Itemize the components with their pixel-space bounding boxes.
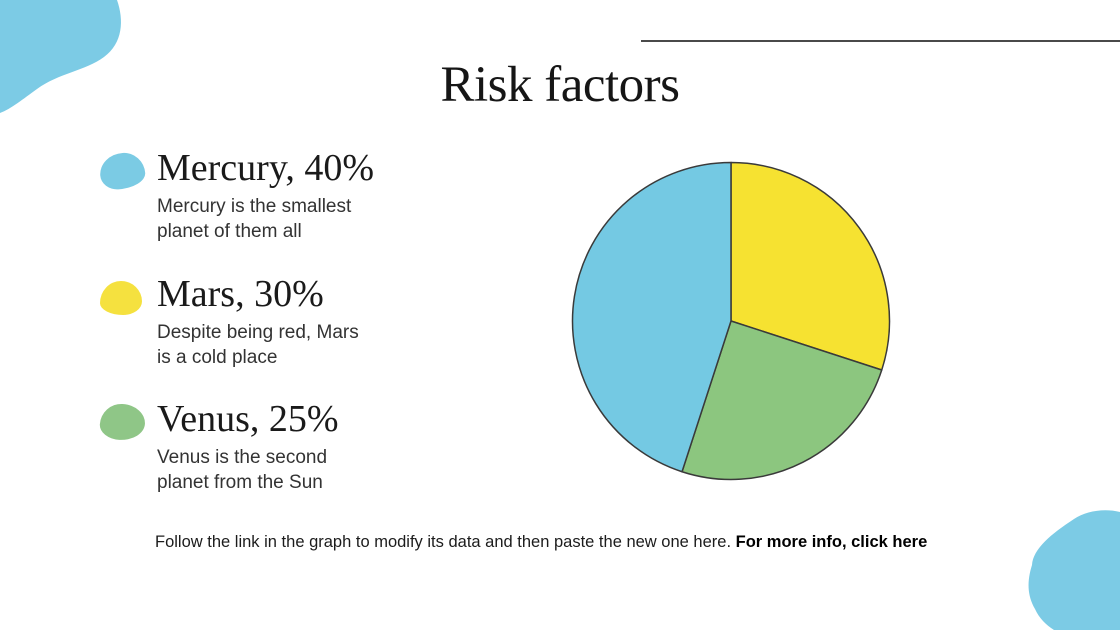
corner-blob-top-left-icon xyxy=(0,0,121,113)
legend-description-mars: Despite being red, Mars is a cold place xyxy=(157,322,359,368)
pie-slice-venus[interactable] xyxy=(681,320,883,481)
legend-item-venus: Venus, 25% Venus is the second planet fr… xyxy=(99,398,440,495)
legend-item-mercury: Mercury, 40% Mercury is the smallest pla… xyxy=(98,147,440,244)
footer-link[interactable]: For more info, click here xyxy=(735,533,928,551)
legend-description-venus: Venus is the second planet from the Sun xyxy=(157,447,328,493)
legend-heading-mars: Mars, 30% xyxy=(157,273,324,315)
legend-item-mars: Mars, 30% Despite being red, Mars is a c… xyxy=(100,273,440,370)
footer-note: Follow the link in the graph to modify i… xyxy=(155,533,927,552)
page-title: Risk factors xyxy=(440,57,680,113)
top-divider-line xyxy=(641,40,1120,42)
pie-slice-mars[interactable] xyxy=(730,161,891,371)
blob-shape xyxy=(1028,510,1120,630)
mars-blob-icon xyxy=(100,281,142,315)
legend-heading-mercury: Mercury, 40% xyxy=(157,147,375,189)
legend-description-mercury: Mercury is the smallest planet of them a… xyxy=(157,196,352,242)
corner-blob-bottom-right-icon xyxy=(1028,510,1120,630)
pie-slice-mercury[interactable] xyxy=(571,161,732,473)
legend-heading-venus: Venus, 25% xyxy=(157,398,339,440)
venus-blob-icon xyxy=(99,402,146,442)
pie-chart-svg[interactable] xyxy=(570,160,892,482)
pie-chart[interactable] xyxy=(570,160,892,482)
mercury-blob-icon xyxy=(98,151,147,191)
footer-text: Follow the link in the graph to modify i… xyxy=(155,533,736,551)
blob-shape xyxy=(0,0,121,113)
